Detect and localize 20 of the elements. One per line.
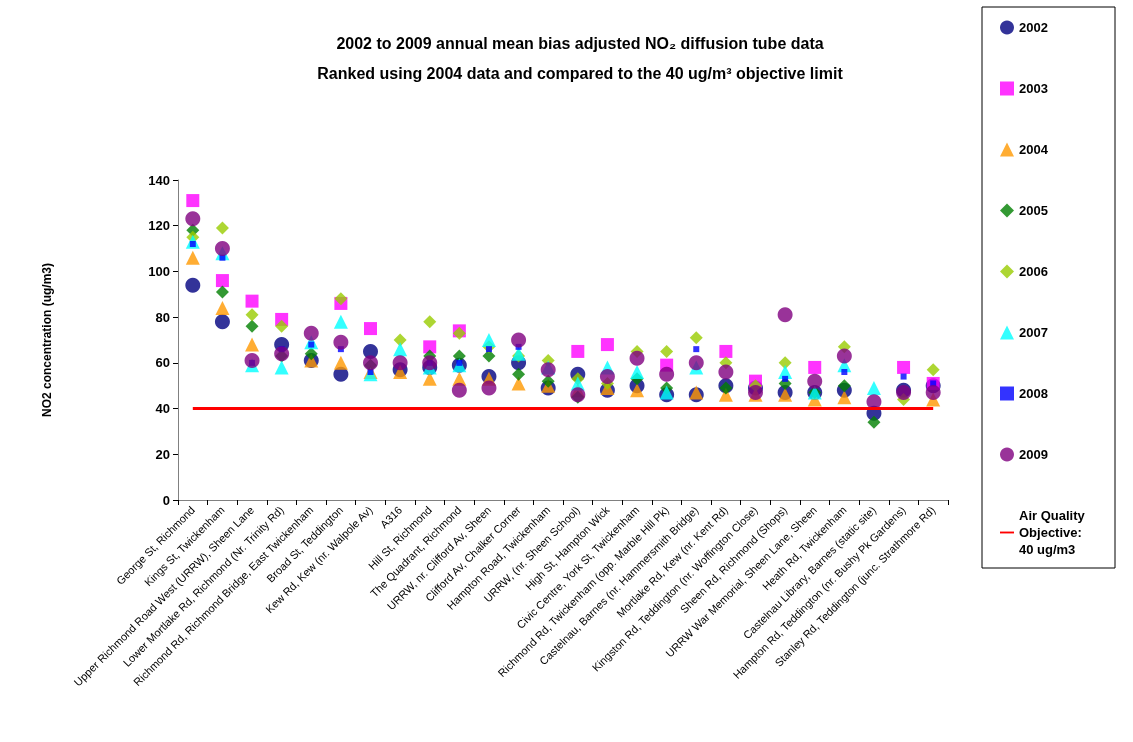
legend-label: 2006	[1019, 264, 1048, 279]
y-tick-label: 140	[148, 172, 170, 188]
y-tick-label: 120	[148, 218, 170, 234]
y-tick-label: 100	[148, 263, 170, 279]
legend-label: 2005	[1019, 203, 1048, 218]
chart-title: 2002 to 2009 annual mean bias adjusted NO₂ diffusion tube data	[336, 34, 824, 52]
y-tick-label: 20	[155, 446, 170, 462]
legend-label: 2008	[1019, 386, 1048, 401]
y-axis-title: NO2 concentration (ug/m3)	[40, 262, 54, 418]
legend-label: 2009	[1019, 447, 1048, 462]
legend-label: 2002	[1019, 20, 1048, 35]
y-tick-label: 60	[155, 355, 170, 371]
chart-subtitle: Ranked using 2004 data and compared to the 40 ug/m³ objective limit	[317, 64, 844, 82]
y-tick-label: 80	[155, 309, 170, 325]
legend-label: Air Quality Objective: 40 ug/m3	[1019, 508, 1089, 557]
legend-label: 2004	[1019, 142, 1049, 157]
legend-label: 2007	[1019, 325, 1048, 340]
y-tick-label: 40	[155, 401, 170, 417]
legend-label: 2003	[1019, 81, 1048, 96]
y-tick-label: 0	[162, 492, 170, 508]
